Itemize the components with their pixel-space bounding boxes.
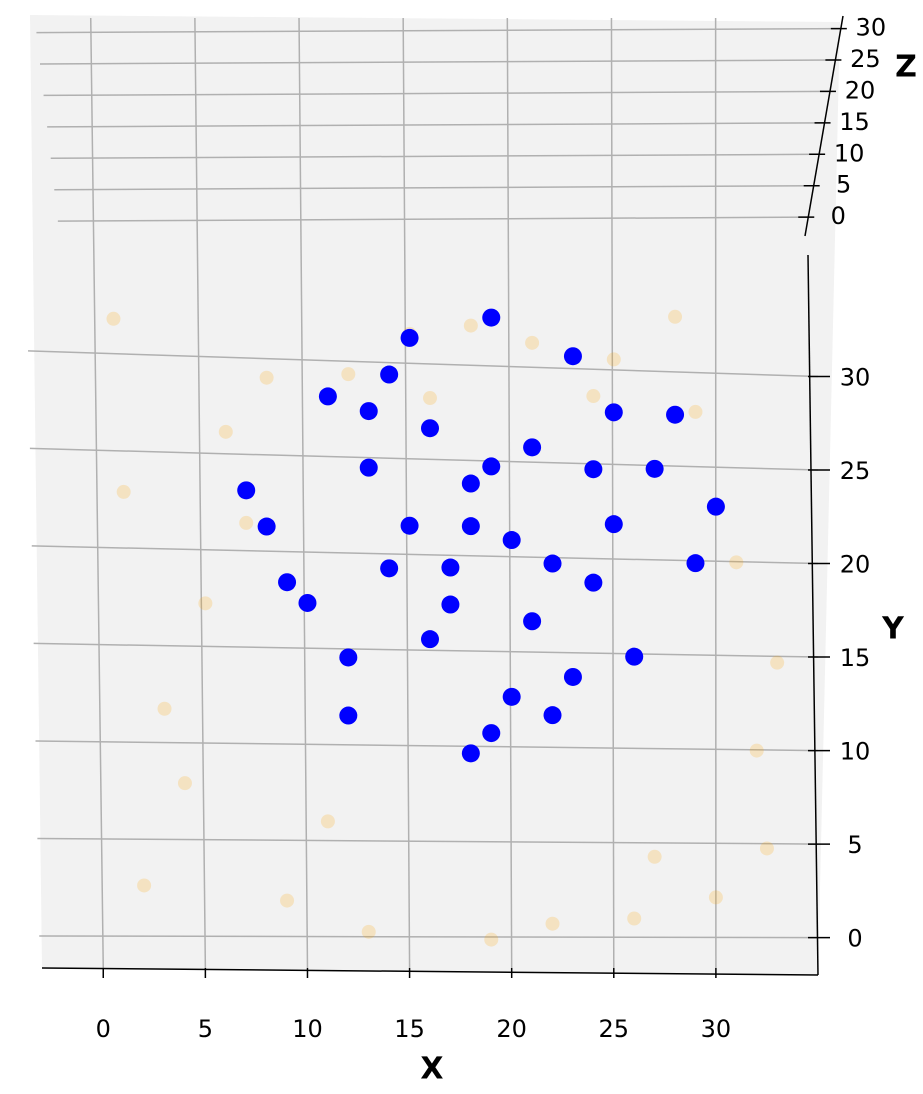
point (482, 309, 500, 327)
x-tick-label: 15 (394, 1015, 425, 1043)
point (584, 460, 602, 478)
z-tick-label: 0 (831, 202, 846, 230)
point (278, 573, 296, 591)
point (709, 890, 723, 904)
point (421, 630, 439, 648)
point (237, 481, 255, 499)
point (360, 459, 378, 477)
point (605, 403, 623, 421)
point (625, 648, 643, 666)
point (584, 574, 602, 592)
point (627, 911, 641, 925)
y-tick-label: 5 (847, 831, 862, 859)
point (198, 596, 212, 610)
point (239, 516, 253, 530)
y-tick-label: 25 (840, 457, 871, 485)
point (423, 391, 437, 405)
point (503, 688, 521, 706)
point (360, 402, 378, 420)
x-tick-label: 10 (292, 1015, 323, 1043)
point (523, 438, 541, 456)
point (607, 352, 621, 366)
point (462, 517, 480, 535)
point (339, 707, 357, 725)
point (760, 841, 774, 855)
point (546, 917, 560, 931)
y-tick-label: 15 (840, 644, 871, 672)
point (441, 596, 459, 614)
point (380, 366, 398, 384)
point (106, 312, 120, 326)
point (260, 371, 274, 385)
point (464, 319, 478, 333)
y-tick-label: 30 (840, 364, 871, 392)
point (421, 419, 439, 437)
z-axis-label: Z (895, 50, 917, 85)
point (523, 612, 541, 630)
point (544, 706, 562, 724)
point (258, 518, 276, 536)
point (666, 406, 684, 424)
z-tick-label: 25 (850, 45, 881, 73)
x-tick-label: 30 (701, 1015, 732, 1043)
point (668, 310, 682, 324)
point (544, 555, 562, 573)
y-tick-label: 0 (847, 925, 862, 953)
x-tick-label: 0 (96, 1015, 111, 1043)
point (646, 460, 664, 478)
point (564, 347, 582, 365)
point (117, 485, 131, 499)
z-tick-label: 10 (834, 139, 865, 167)
point (482, 724, 500, 742)
z-tick-label: 20 (845, 76, 876, 104)
point (319, 387, 337, 405)
pane (30, 15, 840, 975)
z-tick-label: 5 (836, 171, 851, 199)
point (321, 814, 335, 828)
point (707, 498, 725, 516)
point (525, 336, 539, 350)
point (688, 405, 702, 419)
point (158, 702, 172, 716)
point (605, 515, 623, 533)
point (362, 925, 376, 939)
point (484, 933, 498, 947)
point (178, 776, 192, 790)
x-tick-label: 5 (198, 1015, 213, 1043)
point (770, 656, 784, 670)
x-tick-label: 20 (496, 1015, 527, 1043)
point (341, 367, 355, 381)
point (503, 531, 521, 549)
y-tick-label: 20 (840, 551, 871, 579)
point (219, 425, 233, 439)
point (401, 329, 419, 347)
point (280, 894, 294, 908)
z-tick-label: 15 (839, 108, 870, 136)
y-axis-label: Y (881, 612, 905, 647)
point (298, 594, 316, 612)
point (750, 744, 764, 758)
point (482, 457, 500, 475)
y-tick-label: 10 (840, 738, 871, 766)
point (380, 559, 398, 577)
x-axis-label: X (420, 1052, 443, 1087)
x-tick-label: 25 (599, 1015, 630, 1043)
point (686, 554, 704, 572)
point (137, 878, 151, 892)
point (401, 517, 419, 535)
point (339, 648, 357, 666)
point (441, 559, 459, 577)
point (586, 389, 600, 403)
point (648, 850, 662, 864)
point (462, 744, 480, 762)
z-tick-label: 30 (856, 14, 887, 42)
point (564, 668, 582, 686)
point (729, 555, 743, 569)
point (462, 475, 480, 493)
